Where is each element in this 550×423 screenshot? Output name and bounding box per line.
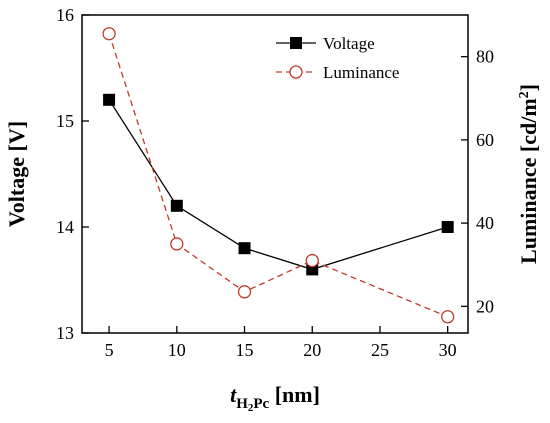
series-layer	[102, 27, 455, 324]
data-point-voltage	[441, 221, 454, 233]
right-y-tick-label: 60	[476, 130, 494, 150]
legend: Voltage Luminance	[276, 34, 399, 82]
plot-frame	[81, 14, 469, 334]
legend-luminance-marker	[289, 65, 303, 79]
left-y-tick-label: 13	[56, 323, 74, 343]
right-y-tick-label: 80	[476, 47, 494, 67]
left-y-tick-label: 15	[56, 111, 74, 131]
x-tick-label: 30	[439, 340, 457, 360]
x-tick-label: 25	[371, 340, 389, 360]
x-axis-title: tH2Pc [nm]	[230, 382, 320, 414]
right-y-tick-label: 20	[476, 296, 494, 316]
data-point-luminance	[170, 237, 184, 251]
x-tick-label: 10	[168, 340, 186, 360]
left-y-tick-label: 14	[56, 217, 74, 237]
data-point-luminance	[102, 27, 116, 41]
left-y-axis-ticks: 13 14 15 16	[56, 5, 89, 343]
x-axis-ticks: 5 10 15 20 25 30	[105, 326, 457, 360]
right-y-axis-ticks: 20 40 60 80	[461, 47, 494, 316]
x-tick-label: 15	[236, 340, 254, 360]
data-point-luminance	[305, 253, 319, 268]
data-point-voltage	[103, 93, 116, 106]
series-line-voltage	[108, 99, 448, 271]
x-tick-label: 5	[105, 340, 114, 360]
data-point-luminance	[237, 285, 252, 299]
data-point-luminance	[441, 310, 455, 324]
legend-voltage-label: Voltage	[323, 34, 375, 53]
left-y-axis-title: Voltage [V]	[4, 121, 29, 227]
legend-voltage-marker	[290, 37, 302, 49]
right-y-tick-label: 40	[476, 213, 494, 233]
x-tick-label: 20	[303, 340, 321, 360]
data-point-voltage	[170, 199, 183, 212]
right-y-axis-title: Luminance [cd/m2]	[516, 84, 541, 264]
left-y-tick-label: 16	[56, 5, 74, 25]
data-point-voltage	[238, 242, 251, 255]
legend-luminance-label: Luminance	[323, 63, 399, 82]
